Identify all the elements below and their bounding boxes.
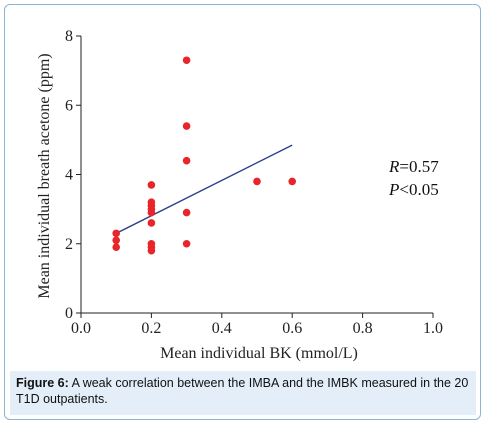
x-tick-label: 0.4 <box>212 320 232 337</box>
data-point <box>112 236 120 245</box>
data-point <box>288 177 297 186</box>
r-annotation: R=0.57 <box>388 157 439 176</box>
r-value: =0.57 <box>399 157 439 176</box>
x-tick-label: 0.2 <box>141 320 161 337</box>
x-tick-label: 0.8 <box>353 320 373 337</box>
data-points <box>112 56 297 255</box>
y-axis-label: Mean individual breath acetone (ppm) <box>36 53 53 298</box>
y-tick-label: 6 <box>65 97 73 114</box>
x-tick-label: 1.0 <box>423 320 443 337</box>
p-value: <0.05 <box>399 180 438 199</box>
caption-text: A weak correlation between the IMBA and … <box>16 376 469 406</box>
data-point <box>182 208 191 217</box>
data-point <box>147 208 156 217</box>
y-tick-label: 0 <box>65 305 73 322</box>
data-point <box>253 177 261 186</box>
data-point <box>182 56 191 65</box>
data-point <box>112 243 120 252</box>
y-tick-label: 2 <box>65 236 73 253</box>
data-point <box>147 246 156 255</box>
p-annotation: P<0.05 <box>388 180 439 199</box>
x-tick-label: 0.6 <box>282 320 302 337</box>
r-label: R <box>388 157 400 176</box>
y-tick-label: 8 <box>65 28 73 45</box>
data-point <box>182 156 191 165</box>
x-axis-label: Mean individual BK (mmol/L) <box>160 345 358 362</box>
data-point <box>182 239 191 248</box>
trendline <box>115 144 293 234</box>
data-point <box>147 219 156 227</box>
axes: 0.0 0.2 0.4 0.6 0.8 1.0 0 2 4 6 8 <box>65 28 443 337</box>
y-tick-label: 4 <box>65 167 73 184</box>
data-point <box>182 122 191 130</box>
p-label: P <box>388 180 399 199</box>
data-point <box>147 181 156 189</box>
figure-frame <box>4 4 481 420</box>
trendline-group <box>115 144 293 234</box>
data-point <box>112 229 120 238</box>
figure-caption: Figure 6: A weak correlation between the… <box>10 371 476 415</box>
x-tick-label: 0.0 <box>71 320 91 337</box>
caption-label: Figure 6: <box>16 376 69 390</box>
